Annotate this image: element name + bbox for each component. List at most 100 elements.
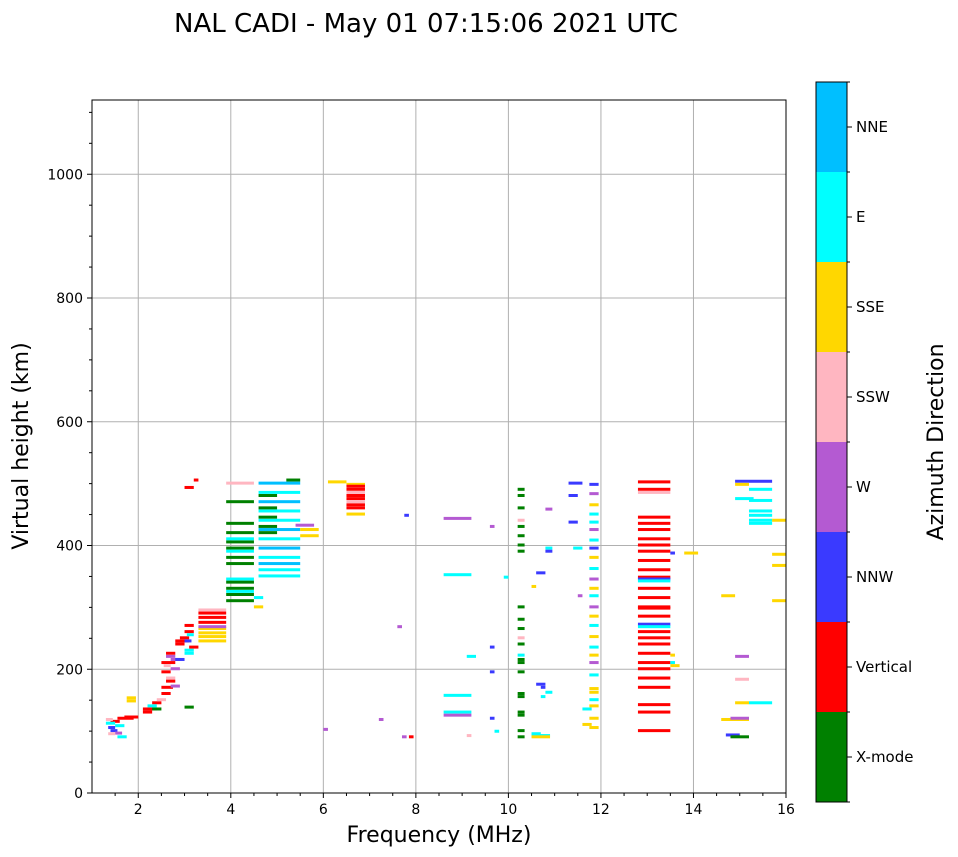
echo-trace	[637, 622, 671, 626]
echo-trace	[540, 685, 546, 689]
echo-trace	[346, 484, 365, 488]
y-tick-label: 0	[74, 786, 83, 802]
colorbar-tick-label: SSW	[856, 388, 890, 406]
echo-trace	[670, 661, 675, 665]
echo-trace	[226, 562, 254, 566]
echo-trace	[258, 515, 278, 519]
echo-trace	[637, 543, 671, 547]
echo-trace	[258, 531, 278, 535]
colorbar-swatch	[816, 172, 847, 262]
echo-trace	[156, 698, 167, 702]
echo-trace	[300, 528, 319, 532]
echo-trace	[589, 586, 599, 590]
echo-trace	[346, 487, 365, 491]
echo-trace	[161, 692, 171, 695]
echo-trace	[226, 481, 254, 485]
echo-trace	[721, 594, 736, 598]
echo-trace	[748, 518, 773, 522]
echo-trace	[637, 729, 671, 733]
echo-trace	[258, 518, 301, 522]
y-tick-label: 600	[56, 415, 83, 431]
echo-trace	[674, 664, 680, 668]
echo-trace	[517, 605, 525, 609]
echo-trace	[637, 487, 671, 491]
echo-trace	[105, 721, 116, 725]
echo-trace	[170, 684, 180, 688]
echo-trace	[589, 661, 599, 665]
echo-trace	[517, 661, 525, 665]
echo-trace	[637, 579, 671, 583]
echo-trace	[589, 567, 599, 571]
echo-trace	[517, 494, 525, 497]
echo-trace	[108, 726, 116, 730]
echo-trace	[684, 551, 699, 555]
echo-trace	[142, 710, 153, 714]
echo-trace	[226, 521, 254, 525]
colorbar-swatch	[816, 532, 847, 622]
echo-trace	[748, 513, 773, 517]
echo-trace	[226, 546, 254, 550]
echo-trace	[443, 573, 472, 577]
echo-trace	[536, 682, 546, 686]
echo-trace	[589, 538, 599, 542]
echo-trace	[110, 729, 118, 733]
echo-trace	[517, 636, 525, 640]
echo-trace	[637, 667, 671, 671]
grid-lines	[92, 100, 786, 793]
echo-trace	[536, 571, 546, 575]
echo-trace	[184, 648, 194, 652]
echo-trace	[346, 482, 365, 486]
echo-trace	[466, 654, 477, 658]
echo-trace	[589, 492, 599, 496]
x-axis-ticks: 2 4 6 8 10 12 14 16	[114, 793, 795, 818]
y-axis-ticks: 0 200 400 600 800 1000	[47, 111, 92, 802]
echo-trace	[198, 608, 227, 612]
echo-trace	[730, 735, 749, 739]
echo-trace	[258, 528, 301, 532]
echo-trace	[189, 645, 199, 649]
echo-trace	[531, 584, 537, 588]
echo-trace	[772, 552, 786, 556]
echo-trace	[517, 642, 525, 646]
colorbar-tick-label: E	[856, 208, 865, 226]
echo-trace	[253, 596, 264, 600]
echo-trace	[637, 568, 671, 572]
echo-trace	[161, 661, 176, 665]
echo-trace	[346, 512, 365, 516]
colorbar-tick-label: NNW	[856, 568, 893, 586]
echo-trace	[637, 642, 671, 646]
echo-trace	[670, 653, 675, 657]
echo-trace	[589, 594, 599, 598]
echo-trace	[489, 670, 495, 674]
echo-trace	[589, 726, 599, 730]
echo-trace	[573, 546, 583, 550]
x-tick-label: 6	[319, 802, 328, 818]
echo-trace	[545, 690, 553, 694]
echo-trace	[735, 677, 749, 681]
echo-trace	[175, 639, 190, 643]
colorbar-swatch	[816, 712, 847, 802]
y-tick-label: 800	[56, 291, 83, 307]
echo-trace	[147, 704, 157, 708]
colorbar-tick-label: X-mode	[856, 748, 913, 766]
echo-trace	[637, 614, 671, 618]
echo-trace	[637, 685, 671, 689]
echo-trace	[226, 577, 254, 581]
echo-trace	[589, 503, 599, 507]
echo-trace	[748, 521, 773, 525]
echo-trace	[637, 558, 671, 562]
colorbar-tick-label: W	[856, 478, 871, 496]
echo-trace	[198, 611, 227, 615]
echo-trace	[198, 620, 227, 624]
echo-trace	[253, 605, 264, 609]
echo-trace	[517, 543, 525, 547]
colorbar-tick-label: NNE	[856, 118, 888, 136]
chart-title: NAL CADI - May 01 07:15:06 2021 UTC	[174, 9, 678, 39]
echo-trace	[161, 685, 173, 689]
echo-trace	[226, 500, 254, 504]
echo-trace	[408, 735, 414, 739]
echo-trace	[517, 692, 525, 695]
echo-trace	[545, 507, 553, 511]
echo-trace	[517, 534, 525, 538]
colorbar-tick-label: SSE	[856, 298, 885, 316]
